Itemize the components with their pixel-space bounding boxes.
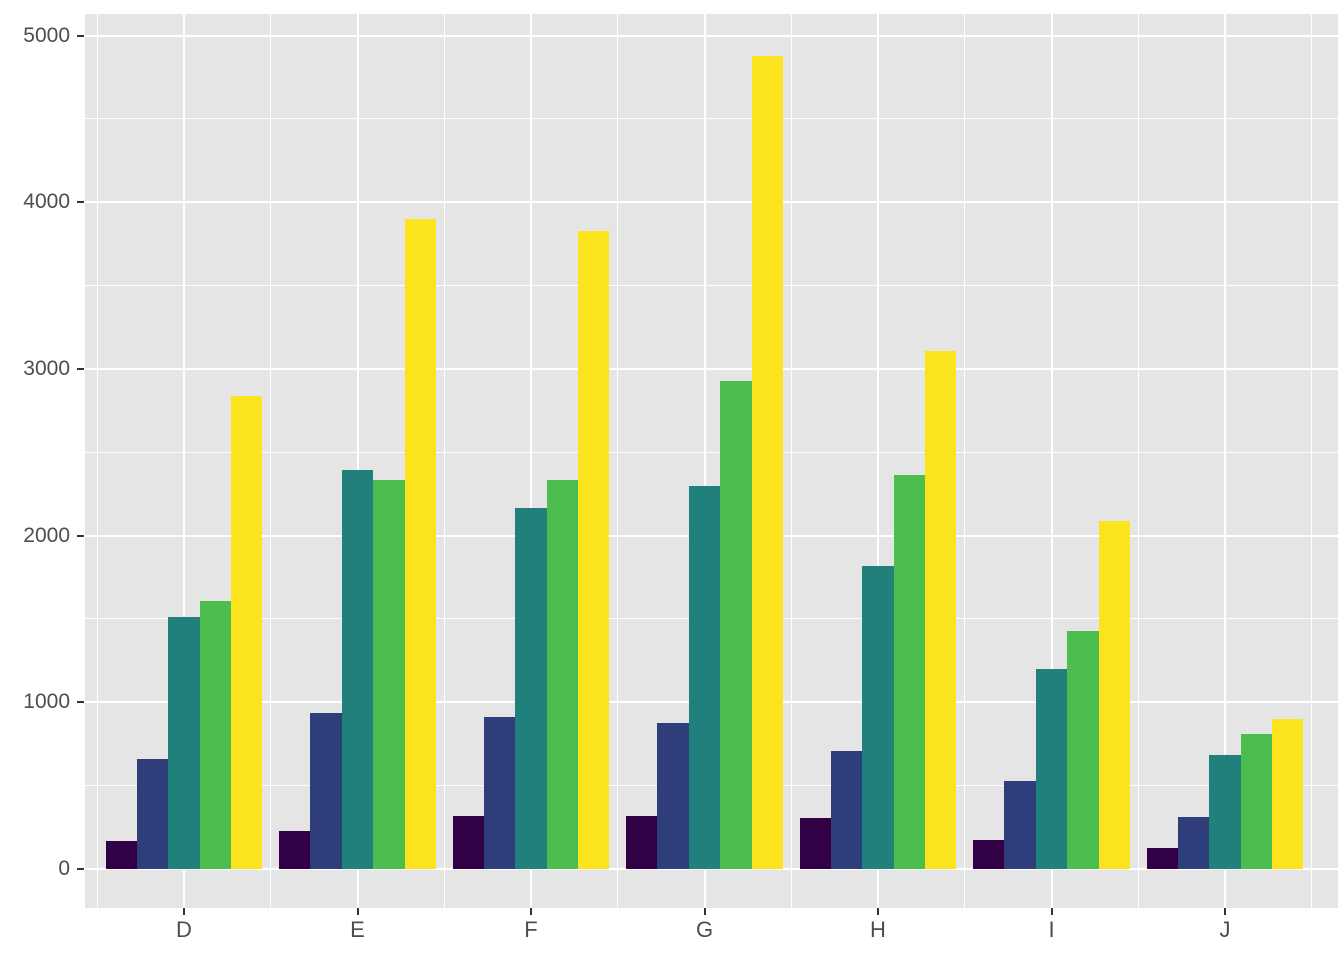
bar-E-series-5-yellow (404, 218, 436, 869)
bar-G-series-4-green (720, 380, 752, 869)
gridline-major-vertical (1050, 14, 1053, 908)
bar-D-series-2-dark-blue (136, 758, 169, 869)
gridline-major-vertical (1224, 14, 1226, 908)
gridline-major-horizontal (85, 868, 1338, 870)
x-axis-label: H (870, 917, 886, 942)
bar-I-series-2-dark-blue (1004, 781, 1036, 869)
bar-F-series-1-dark-purple (452, 816, 484, 869)
bar-J-series-4-green (1240, 733, 1273, 869)
bar-E-series-2-dark-blue (310, 713, 342, 869)
bar-J-series-5-yellow (1272, 718, 1304, 869)
bar-J-series-2-dark-blue (1177, 817, 1210, 869)
gridline-minor-vertical (270, 14, 272, 908)
y-axis-tick (77, 201, 84, 204)
x-axis-tick (356, 908, 359, 915)
plot-panel (85, 14, 1338, 908)
bar-H-series-4-green (893, 474, 926, 869)
gridline-minor-vertical (790, 14, 792, 908)
y-axis-tick (77, 868, 84, 870)
bar-D-series-4-green (199, 601, 232, 869)
y-axis-label: 1000 (23, 690, 70, 714)
bar-G-series-1-dark-purple (626, 816, 658, 869)
x-axis-label: J (1219, 917, 1231, 942)
bar-G-series-5-yellow (751, 55, 783, 869)
x-axis-tick (877, 908, 879, 915)
bar-F-series-5-yellow (578, 230, 610, 869)
bar-H-series-1-dark-purple (799, 818, 831, 869)
y-axis-tick (77, 367, 84, 370)
gridline-major-vertical (183, 14, 185, 908)
gridline-minor-vertical (1137, 14, 1139, 908)
x-axis-tick (1050, 908, 1053, 915)
bar-H-series-5-yellow (925, 350, 957, 869)
bar-D-series-3-teal (168, 617, 200, 869)
gridline-major-horizontal (85, 201, 1338, 204)
bar-D-series-5-yellow (231, 395, 263, 869)
x-axis-label: D (176, 917, 192, 942)
bar-G-series-2-dark-blue (657, 723, 689, 869)
gridline-minor-vertical (964, 14, 966, 908)
bar-J-series-3-teal (1209, 754, 1241, 869)
x-axis-label: F (524, 917, 538, 942)
y-axis-tick (77, 534, 84, 537)
x-axis-label: E (350, 917, 365, 942)
y-axis-label: 2000 (23, 523, 70, 547)
gridline-minor-horizontal (85, 118, 1338, 120)
bar-G-series-3-teal (688, 485, 721, 869)
y-axis-tick (77, 701, 84, 704)
bar-I-series-3-teal (1035, 668, 1068, 869)
gridline-major-horizontal (85, 34, 1338, 37)
y-axis-label: 4000 (23, 190, 70, 214)
gridline-major-horizontal (85, 367, 1338, 370)
x-axis-tick (1224, 908, 1226, 915)
x-axis-tick (703, 908, 706, 915)
bar-I-series-5-yellow (1098, 520, 1130, 869)
gridline-minor-vertical (617, 14, 619, 908)
bar-J-series-1-dark-purple (1146, 848, 1178, 869)
gridline-minor-vertical (443, 14, 445, 908)
bar-H-series-2-dark-blue (830, 751, 863, 869)
x-axis-label: G (695, 917, 714, 942)
x-axis-label: I (1048, 917, 1055, 942)
bar-E-series-3-teal (341, 469, 374, 869)
x-axis-tick (183, 908, 185, 915)
bar-H-series-3-teal (862, 565, 894, 869)
y-axis-tick (77, 34, 84, 37)
gridline-minor-vertical (1311, 14, 1313, 908)
gridline-major-vertical (703, 14, 706, 908)
x-axis-tick (530, 908, 532, 915)
y-axis-label: 3000 (23, 356, 70, 380)
gridline-minor-vertical (96, 14, 98, 908)
gridline-major-vertical (356, 14, 359, 908)
bar-I-series-4-green (1067, 630, 1099, 869)
y-axis-label: 5000 (23, 23, 70, 47)
bar-F-series-4-green (546, 479, 579, 869)
gridline-minor-horizontal (85, 451, 1338, 453)
gridline-major-vertical (530, 14, 532, 908)
gridline-major-vertical (877, 14, 879, 908)
bar-E-series-4-green (373, 479, 405, 869)
bar-D-series-1-dark-purple (105, 841, 137, 869)
bar-F-series-3-teal (515, 508, 547, 869)
bar-F-series-2-dark-blue (483, 717, 516, 869)
bar-E-series-1-dark-purple (279, 831, 311, 869)
bar-I-series-1-dark-purple (973, 839, 1005, 869)
y-axis-label: 0 (58, 857, 70, 880)
gridline-minor-horizontal (85, 285, 1338, 287)
